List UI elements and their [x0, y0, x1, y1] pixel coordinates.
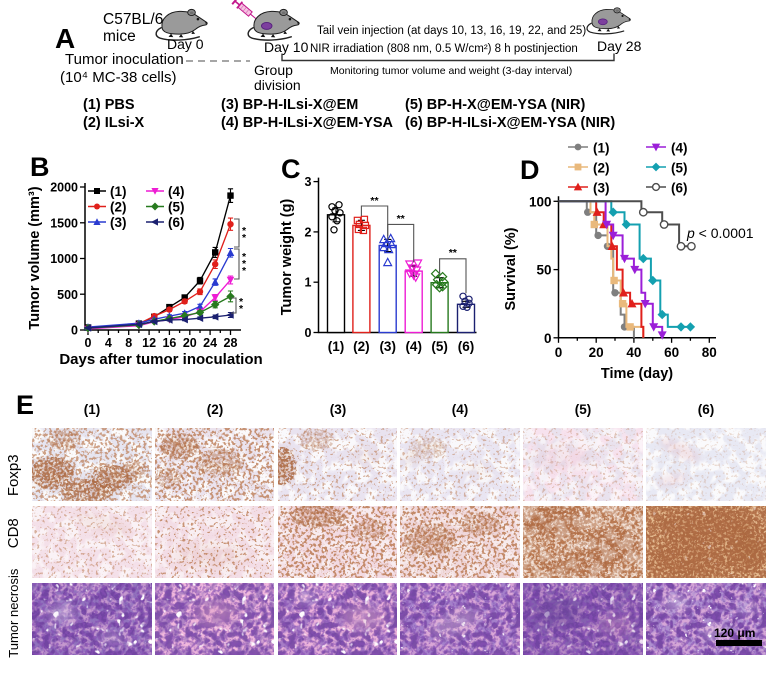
- svg-text:8: 8: [125, 336, 132, 350]
- svg-text:80: 80: [702, 345, 717, 360]
- svg-text:0: 0: [85, 336, 92, 350]
- svg-text:*: *: [239, 296, 244, 308]
- svg-text:60: 60: [664, 345, 679, 360]
- svg-text:50: 50: [536, 263, 551, 278]
- svg-text:16: 16: [162, 336, 176, 350]
- svg-text:0: 0: [555, 345, 563, 360]
- svg-text:*: *: [242, 232, 247, 244]
- svg-text:0: 0: [71, 324, 78, 338]
- svg-text:*: *: [239, 303, 244, 315]
- svg-text:500: 500: [57, 288, 78, 302]
- svg-text:3: 3: [305, 175, 312, 189]
- svg-text:(3): (3): [379, 339, 396, 354]
- svg-text:(5): (5): [671, 161, 688, 176]
- svg-text:(2): (2): [593, 161, 610, 176]
- svg-text:1500: 1500: [50, 216, 78, 230]
- svg-text:1000: 1000: [50, 252, 78, 266]
- svg-text:(4): (4): [405, 339, 422, 354]
- svg-text:4: 4: [105, 336, 112, 350]
- svg-text:**: **: [449, 247, 458, 259]
- svg-text:2000: 2000: [50, 181, 78, 195]
- svg-text:(4): (4): [671, 141, 688, 156]
- svg-text:**: **: [397, 213, 406, 225]
- svg-text:(6): (6): [168, 215, 185, 230]
- svg-text:*: *: [242, 225, 247, 237]
- svg-text:100: 100: [529, 194, 552, 209]
- svg-text:Time (day): Time (day): [601, 366, 673, 382]
- svg-text:Tumor weight (g): Tumor weight (g): [279, 199, 295, 316]
- svg-text:(2): (2): [353, 339, 370, 354]
- svg-text:Survival (%): Survival (%): [503, 227, 519, 310]
- svg-text:*: *: [242, 258, 247, 270]
- svg-text:1: 1: [305, 276, 312, 290]
- svg-text:Tumor volume (mm³): Tumor volume (mm³): [27, 186, 43, 329]
- svg-text:40: 40: [626, 345, 641, 360]
- svg-text:*: *: [242, 265, 247, 277]
- svg-text:0: 0: [544, 331, 552, 346]
- svg-text:0: 0: [305, 326, 312, 340]
- svg-text:(2): (2): [110, 200, 127, 215]
- svg-text:(3): (3): [593, 181, 610, 196]
- svg-text:(6): (6): [671, 181, 688, 196]
- svg-text:*: *: [242, 251, 247, 263]
- svg-text:2: 2: [305, 225, 312, 239]
- svg-text:20: 20: [183, 336, 197, 350]
- svg-text:(5): (5): [168, 200, 185, 215]
- svg-text:p < 0.0001: p < 0.0001: [686, 225, 754, 241]
- svg-text:12: 12: [142, 336, 156, 350]
- svg-text:(5): (5): [431, 339, 448, 354]
- svg-text:20: 20: [589, 345, 604, 360]
- svg-text:(4): (4): [168, 184, 185, 199]
- svg-text:Days after tumor inoculation: Days after tumor inoculation: [59, 351, 262, 368]
- svg-text:(6): (6): [458, 339, 475, 354]
- svg-text:(1): (1): [593, 141, 610, 156]
- svg-text:28: 28: [224, 336, 238, 350]
- svg-text:(3): (3): [110, 215, 127, 230]
- svg-text:24: 24: [203, 336, 217, 350]
- svg-text:(1): (1): [110, 184, 127, 199]
- svg-text:**: **: [370, 195, 379, 207]
- svg-text:(1): (1): [328, 339, 345, 354]
